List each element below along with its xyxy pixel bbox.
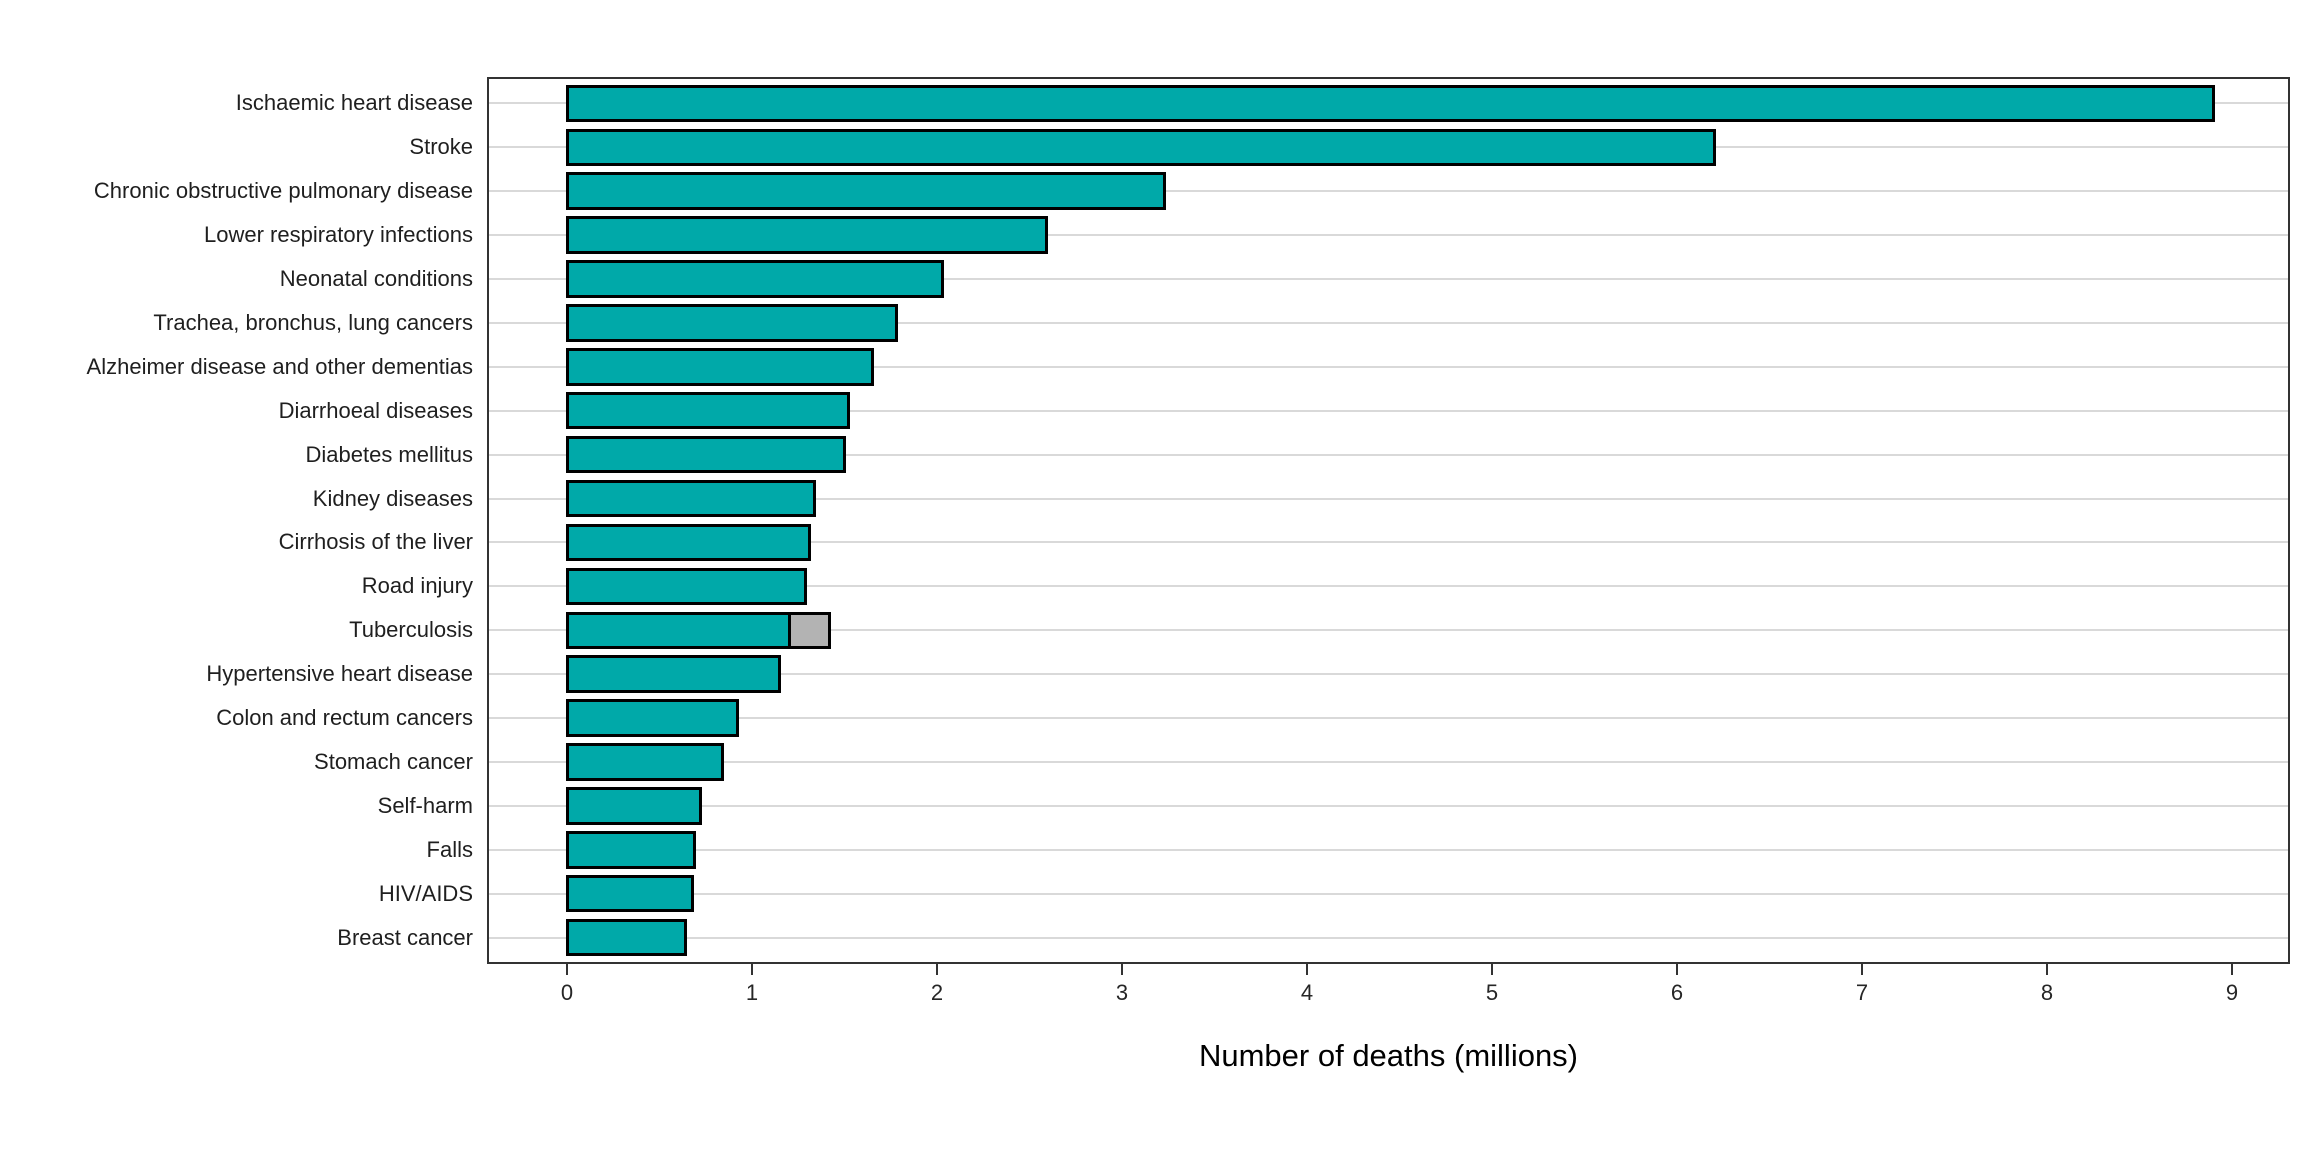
category-axis-label: Stroke <box>409 134 473 160</box>
category-axis-label: Cirrhosis of the liver <box>278 529 473 555</box>
x-tick-label: 0 <box>560 980 574 1005</box>
category-axis-label: Ischaemic heart disease <box>235 90 473 116</box>
gridline <box>489 585 2288 588</box>
bar <box>565 304 898 342</box>
bar <box>565 787 702 825</box>
category-axis-label: Road injury <box>361 573 473 599</box>
bar <box>565 874 695 913</box>
x-tick-label: 7 <box>1855 980 1869 1005</box>
category-axis-label: Falls <box>426 836 473 862</box>
category-axis-label: Diarrhoeal diseases <box>278 397 473 423</box>
bar <box>565 479 817 518</box>
x-tick <box>1306 964 1308 975</box>
gridline <box>489 190 2288 193</box>
bar <box>565 523 811 562</box>
x-tick-label: 1 <box>745 980 759 1005</box>
x-tick-label: 9 <box>2225 980 2239 1005</box>
x-tick-label: 4 <box>1300 980 1314 1005</box>
bar <box>565 831 697 869</box>
bar <box>565 435 846 474</box>
x-tick <box>1491 964 1493 975</box>
gridline <box>489 629 2288 632</box>
x-tick <box>1861 964 1863 975</box>
category-axis-label: Self-harm <box>377 792 473 818</box>
x-tick-label: 2 <box>930 980 944 1005</box>
gridline <box>489 321 2288 324</box>
bar <box>565 216 1048 254</box>
gridline <box>489 848 2288 851</box>
bar <box>565 391 850 430</box>
gridline <box>489 277 2288 280</box>
bar <box>565 655 782 693</box>
gridline <box>489 365 2288 368</box>
category-axis-label: Stomach cancer <box>314 749 473 774</box>
bar-segment-secondary <box>787 611 832 650</box>
x-tick <box>936 964 938 975</box>
x-tick-label: 3 <box>1115 980 1129 1005</box>
gridline <box>489 453 2288 456</box>
category-axis-label: Chronic obstructive pulmonary disease <box>93 178 473 204</box>
bar <box>565 84 2215 123</box>
bar <box>565 743 724 781</box>
gridline <box>489 892 2288 895</box>
category-axis-label: Breast cancer <box>337 924 473 950</box>
category-axis-label: HIV/AIDS <box>378 880 473 906</box>
bar <box>565 918 687 957</box>
category-axis-label: Trachea, bronchus, lung cancers <box>153 309 473 335</box>
gridline <box>489 804 2288 807</box>
x-tick-label: 6 <box>1670 980 1684 1005</box>
bar <box>565 348 874 386</box>
x-tick <box>2231 964 2233 975</box>
category-axis-label: Colon and rectum cancers <box>216 705 473 731</box>
gridline <box>489 936 2288 939</box>
x-tick <box>2046 964 2048 975</box>
category-axis-label: Tuberculosis <box>349 617 473 643</box>
category-axis-label: Kidney diseases <box>312 485 473 511</box>
category-axis-label: Lower respiratory infections <box>203 222 473 248</box>
gridline <box>489 673 2288 676</box>
x-tick <box>1121 964 1123 975</box>
gridline <box>489 497 2288 500</box>
bar <box>565 260 945 298</box>
plot-panel-border <box>487 77 2290 964</box>
bar <box>565 567 808 606</box>
bar <box>565 128 1716 166</box>
bar <box>565 172 1167 210</box>
category-axis-label: Diabetes mellitus <box>305 441 473 467</box>
gridline <box>489 717 2288 720</box>
x-tick <box>566 964 568 975</box>
gridline <box>489 234 2288 237</box>
gridline <box>489 409 2288 412</box>
bar <box>565 611 791 650</box>
gridline <box>489 541 2288 544</box>
x-tick-label: 8 <box>2040 980 2054 1005</box>
x-axis-title: Number of deaths (millions) <box>1198 1038 1579 1073</box>
x-tick <box>751 964 753 975</box>
bar <box>565 699 739 737</box>
x-tick <box>1676 964 1678 975</box>
gridline <box>489 761 2288 763</box>
x-tick-label: 5 <box>1485 980 1499 1005</box>
category-axis-label: Hypertensive heart disease <box>206 661 473 687</box>
category-axis-label: Alzheimer disease and other dementias <box>86 353 473 379</box>
category-axis-label: Neonatal conditions <box>279 265 473 291</box>
